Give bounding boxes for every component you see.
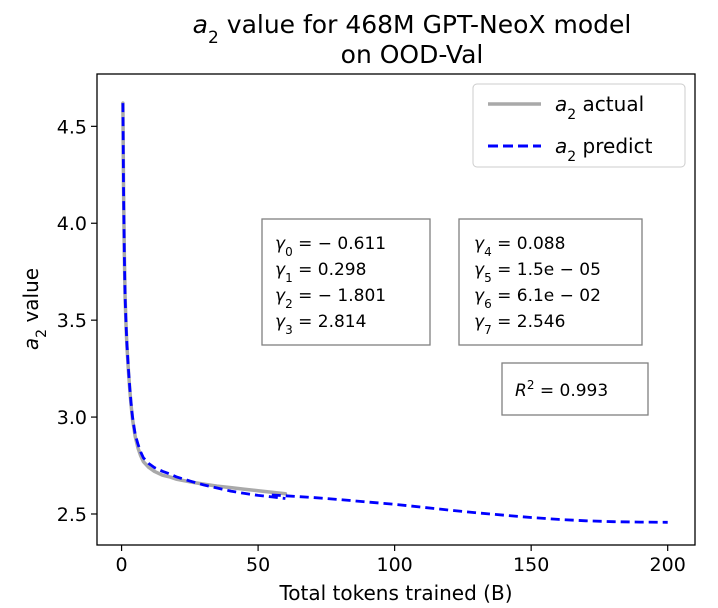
x-tick-label: 200 bbox=[650, 554, 686, 576]
gamma1-text: γ1 = 0.298 bbox=[275, 260, 366, 285]
gamma2-text: γ2 = − 1.801 bbox=[275, 286, 386, 311]
gamma3-text: γ3 = 2.814 bbox=[275, 312, 366, 337]
gamma0-text: γ0 = − 0.611 bbox=[275, 234, 386, 259]
axis-ticks: 0 50 100 150 200 2.5 3.0 3.5 4.0 4.5 bbox=[57, 116, 686, 576]
legend-label-predict: a2 predict bbox=[555, 134, 653, 165]
chart-title-line1: a2 value for 468M GPT-NeoX model bbox=[193, 10, 632, 48]
chart-title-line2: on OOD-Val bbox=[341, 40, 484, 69]
series-layer bbox=[121, 101, 668, 524]
x-tick-label: 100 bbox=[377, 554, 413, 576]
x-tick-label: 150 bbox=[513, 554, 549, 576]
y-axis-label: a2 value bbox=[19, 268, 50, 350]
r2-box: R2 = 0.993 bbox=[501, 362, 649, 416]
x-tick-label: 0 bbox=[116, 554, 128, 576]
annotation-box-left: γ0 = − 0.611 γ1 = 0.298 γ2 = − 1.801 γ3 … bbox=[261, 218, 431, 346]
annotation-box-right: γ4 = 0.088 γ5 = 1.5e − 05 γ6 = 6.1e − 02… bbox=[458, 218, 643, 346]
x-tick-label: 50 bbox=[246, 554, 270, 576]
gamma5-text: γ5 = 1.5e − 05 bbox=[474, 260, 601, 285]
r2-box-frame bbox=[501, 362, 649, 416]
gamma7-text: γ7 = 2.546 bbox=[474, 312, 565, 337]
y-tick-label: 4.0 bbox=[57, 213, 87, 235]
y-tick-label: 3.0 bbox=[57, 407, 87, 429]
annotation-box-left-frame bbox=[261, 218, 431, 346]
y-tick-label: 4.5 bbox=[57, 116, 87, 138]
y-tick-label: 2.5 bbox=[57, 504, 87, 526]
gamma4-text: γ4 = 0.088 bbox=[474, 234, 565, 259]
annotation-box-right-frame bbox=[458, 218, 643, 346]
x-axis-label: Total tokens trained (B) bbox=[278, 581, 512, 605]
legend: a2 actual a2 predict bbox=[472, 83, 686, 168]
series-predict-line-segment-1 bbox=[271, 493, 668, 524]
series-predict-line-segment-0 bbox=[121, 103, 286, 500]
legend-label-actual: a2 actual bbox=[555, 92, 644, 123]
y-tick-label: 3.5 bbox=[57, 310, 87, 332]
r2-text: R2 = 0.993 bbox=[515, 378, 608, 401]
gamma6-text: γ6 = 6.1e − 02 bbox=[474, 286, 601, 311]
